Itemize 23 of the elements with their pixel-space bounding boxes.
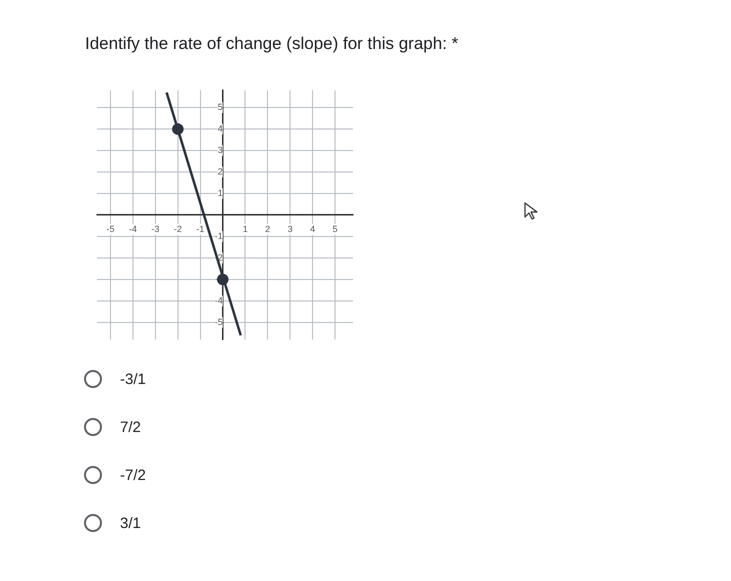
y-tick-label: -1 [214, 230, 223, 241]
y-tick-label: 5 [218, 102, 223, 112]
x-tick-label: -1 [196, 224, 204, 234]
x-tick-label: 5 [332, 224, 338, 234]
text: 3/1 [120, 514, 141, 532]
x-tick-label: -3 [151, 224, 160, 234]
x-tick-label: 2 [265, 224, 270, 234]
x-tick-label: -4 [128, 224, 137, 234]
x-tick-label: -2 [174, 224, 182, 234]
x-tick-label: 1 [242, 224, 248, 234]
text: -7/2 [120, 466, 146, 484]
y-tick-label: 2 [218, 166, 223, 177]
x-tick-label: -5 [106, 224, 114, 234]
y-tick-label: -5 [214, 316, 223, 327]
y-tick-label: -4 [214, 295, 223, 306]
y-tick-label: 1 [218, 188, 223, 198]
text: -3/1 [120, 370, 146, 388]
x-tick-label: 4 [310, 224, 316, 234]
text: 7/2 [120, 418, 141, 436]
chart-title: Identify the rate of change (slope) for this graph: * [85, 34, 458, 54]
y-tick-label: 4 [218, 124, 223, 134]
x-tick-label: 3 [288, 224, 293, 234]
y-tick-label: 3 [218, 145, 223, 156]
